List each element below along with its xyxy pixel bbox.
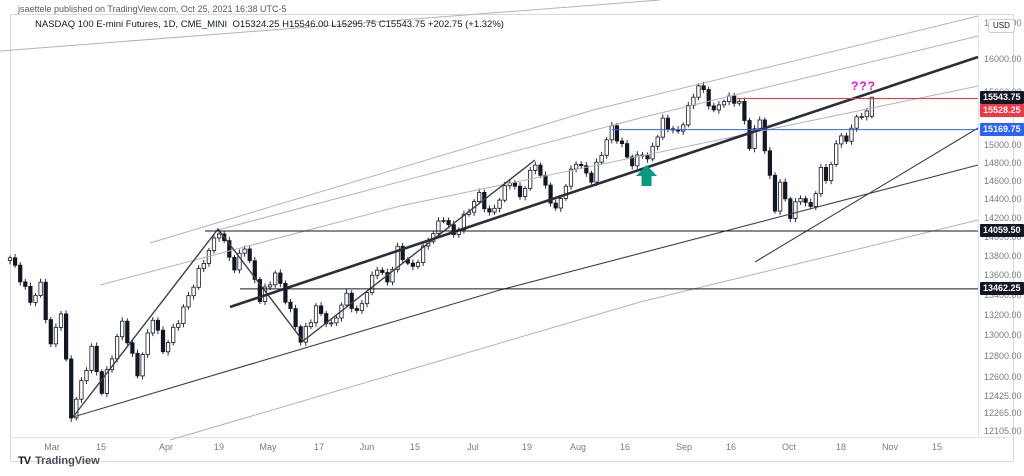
price-tick: 13000.00: [984, 330, 1022, 341]
price-tick: 14600.00: [984, 175, 1022, 186]
time-tick: 16: [619, 442, 631, 452]
price-label-blue-level: 15169.75: [980, 123, 1024, 137]
price-tick: 14800.00: [984, 157, 1022, 168]
attribution-text: jsaettele published on TradingView.com, …: [18, 4, 287, 14]
price-tick: 16000.00: [984, 53, 1022, 64]
time-tick: 18: [835, 442, 847, 452]
price-label-black-level: 14059.50: [980, 224, 1024, 238]
price-tick: 15000.00: [984, 139, 1022, 150]
ohlc-values: O15324.25 H15546.00 L15295.75 C15543.75 …: [232, 19, 504, 30]
channel-line-gray-0[interactable]: [0, 0, 661, 52]
price-tick: 13800.00: [984, 250, 1022, 261]
channel-line-black-1[interactable]: [754, 127, 979, 263]
channel-line-gray-1[interactable]: [149, 15, 979, 244]
price-tick: 13200.00: [984, 310, 1022, 321]
price-axis-separator: [978, 15, 979, 437]
price-tick: 12265.00: [984, 408, 1022, 419]
candlestick-series: [7, 81, 875, 422]
price-label-black-level: 13462.25: [980, 282, 1024, 296]
time-tick: 17: [313, 442, 325, 452]
time-tick: 19: [521, 442, 533, 452]
time-tick: Jun: [359, 442, 375, 452]
price-label-last-price: 15543.75: [980, 90, 1024, 104]
tradingview-logo-text: TradingView: [35, 455, 100, 467]
channel-line-gray-4[interactable]: [169, 219, 979, 441]
price-tick: 13600.00: [984, 270, 1022, 281]
time-axis-separator: [11, 437, 1011, 438]
time-tick: Aug: [569, 442, 587, 452]
price-tick: 14400.00: [984, 194, 1022, 205]
time-tick: May: [259, 442, 277, 452]
time-tick: 15: [409, 442, 421, 452]
price-label-red-level: 15528.25: [980, 104, 1024, 118]
channel-line-black-0[interactable]: [72, 164, 979, 418]
time-tick: 15: [95, 442, 107, 452]
channel-line-gray-2[interactable]: [217, 35, 979, 231]
time-tick: 15: [931, 442, 943, 452]
median-trendline-thick[interactable]: [229, 55, 979, 309]
tradingview-logo[interactable]: TV TradingView: [18, 455, 100, 467]
time-tick: Nov: [881, 442, 899, 452]
zigzag-trendline[interactable]: [72, 159, 536, 418]
time-tick: Oct: [781, 442, 797, 452]
up-arrow-annotation[interactable]: [636, 165, 657, 186]
tradingview-logo-icon: TV: [18, 455, 31, 467]
symbol-name: NASDAQ 100 E-mini Futures, 1D, CME_MINI: [35, 19, 228, 30]
time-tick: 19: [213, 442, 225, 452]
time-tick: Mar: [44, 442, 60, 452]
price-tick: 12105.00: [984, 425, 1022, 436]
time-tick: Jul: [467, 442, 479, 452]
channel-line-gray-3[interactable]: [99, 85, 979, 286]
chart-frame: [10, 14, 1014, 462]
time-tick: Sep: [675, 442, 693, 452]
price-tick: 12600.00: [984, 372, 1022, 383]
price-tick: 12425.00: [984, 390, 1022, 401]
currency-button[interactable]: USD: [988, 19, 1015, 33]
price-tick: 12800.00: [984, 351, 1022, 362]
price-tick: 13400.00: [984, 290, 1022, 301]
price-tick: 14200.00: [984, 212, 1022, 223]
time-tick: 16: [725, 442, 737, 452]
symbol-title[interactable]: NASDAQ 100 E-mini Futures, 1D, CME_MINI …: [35, 19, 504, 30]
time-tick: Apr: [158, 442, 174, 452]
question-marks-annotation: ???: [851, 79, 876, 93]
